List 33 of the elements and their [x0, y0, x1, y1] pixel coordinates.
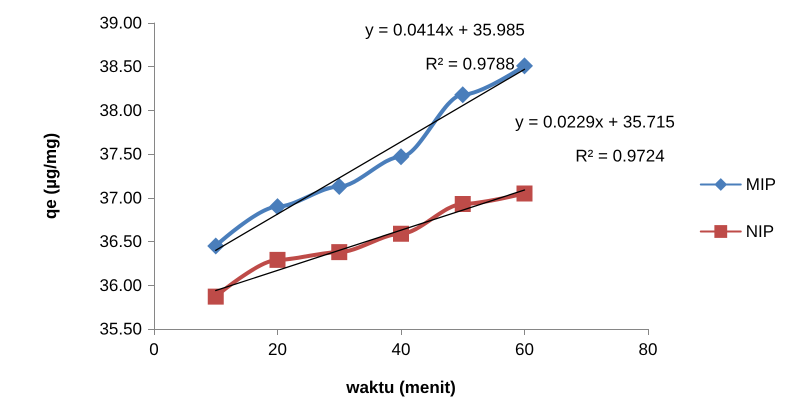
- point: [331, 244, 348, 260]
- point: [454, 196, 471, 212]
- annotation: y = 0.0229x + 35.715: [515, 112, 675, 132]
- point: [208, 288, 224, 305]
- y-tick-label: 37.50: [99, 144, 142, 164]
- point: [393, 226, 409, 242]
- x-tick-label: 0: [149, 340, 159, 359]
- point: [392, 148, 410, 166]
- annotation: y = 0.0414x + 35.985: [365, 20, 525, 40]
- y-tick-label: 35.50: [99, 320, 142, 338]
- y-tick-label: 38.50: [99, 57, 142, 76]
- annotation: R² = 0.9788: [425, 54, 515, 74]
- y-tick-label: 36.50: [99, 232, 142, 252]
- x-tick-label: 20: [268, 340, 287, 359]
- y-tick-label: 39.00: [99, 14, 142, 32]
- point: [454, 86, 472, 104]
- point: [516, 185, 532, 202]
- legend-label: MIP: [746, 175, 776, 194]
- y-tick-label: 37.00: [99, 188, 142, 208]
- x-tick-label: 60: [515, 340, 534, 359]
- point: [330, 178, 348, 195]
- x-tick-label: 40: [392, 340, 410, 359]
- point: [269, 198, 286, 216]
- x-axis-title: waktu (menit): [345, 378, 456, 397]
- y-axis-title: qe (µg/mg): [41, 132, 60, 220]
- legend-label: NIP: [746, 222, 774, 241]
- point: [270, 252, 286, 268]
- y-tick-label: 36.00: [99, 276, 142, 295]
- point: [516, 57, 533, 74]
- point: [207, 237, 224, 254]
- y-tick-label: 38.00: [99, 100, 142, 120]
- annotation: R² = 0.9724: [575, 146, 665, 166]
- x-tick-label: 80: [638, 340, 658, 359]
